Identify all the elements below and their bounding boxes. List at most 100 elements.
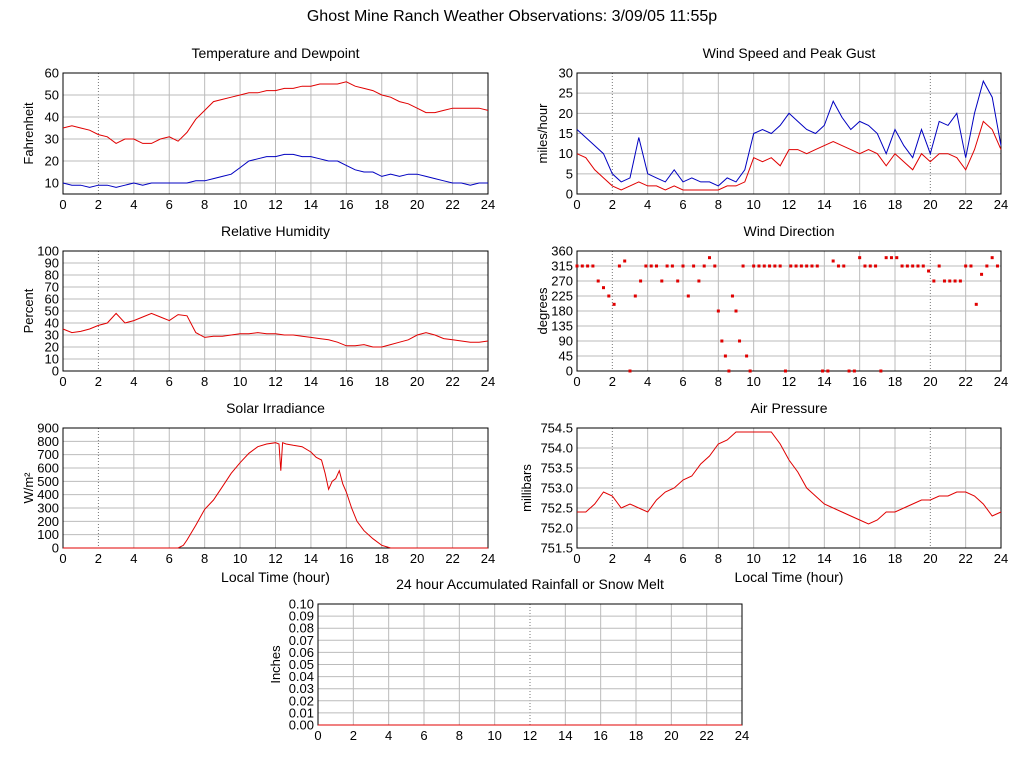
data-point — [768, 264, 772, 268]
data-point — [927, 269, 931, 273]
data-point — [727, 369, 731, 373]
x-tick-label: 8 — [201, 197, 208, 212]
data-point — [734, 309, 738, 313]
y-axis-label: Fahrenheit — [21, 102, 36, 165]
data-point — [831, 259, 835, 263]
y-tick-label: 900 — [37, 421, 59, 436]
x-tick-label: 0 — [59, 374, 66, 389]
y-axis-label: millibars — [519, 464, 534, 512]
data-point — [607, 294, 611, 298]
y-tick-label: 20 — [559, 106, 573, 121]
x-tick-label: 0 — [59, 551, 66, 566]
y-tick-label: 0.04 — [289, 669, 314, 684]
data-point — [821, 369, 825, 373]
data-point — [794, 264, 798, 268]
x-tick-label: 12 — [523, 728, 537, 743]
x-tick-label: 22 — [958, 374, 972, 389]
y-tick-label: 0.02 — [289, 693, 314, 708]
plot-frame — [62, 72, 489, 195]
x-tick-label: 0 — [314, 728, 321, 743]
data-point — [858, 256, 862, 260]
x-tick-label: 22 — [699, 728, 713, 743]
chart-title: Relative Humidity — [221, 223, 330, 239]
x-tick-label: 24 — [994, 197, 1008, 212]
data-point — [580, 264, 584, 268]
chart-title: Air Pressure — [750, 400, 827, 416]
x-tick-label: 20 — [664, 728, 678, 743]
x-tick-label: 4 — [644, 197, 651, 212]
series-line-speed — [576, 120, 1002, 191]
x-tick-label: 12 — [782, 197, 796, 212]
data-point — [789, 264, 793, 268]
x-tick-label: 24 — [994, 551, 1008, 566]
y-tick-label: 753.0 — [540, 481, 573, 496]
x-tick-label: 2 — [350, 728, 357, 743]
data-point — [575, 264, 579, 268]
x-tick-label: 2 — [95, 551, 102, 566]
y-tick-label: 800 — [37, 434, 59, 449]
x-tick-label: 22 — [958, 197, 972, 212]
y-tick-label: 0 — [566, 364, 573, 379]
y-tick-label: 100 — [37, 527, 59, 542]
x-tick-label: 16 — [852, 551, 866, 566]
x-tick-label: 2 — [609, 374, 616, 389]
data-point — [716, 309, 720, 313]
y-axis-label: W/m² — [21, 472, 36, 504]
x-tick-label: 14 — [817, 197, 831, 212]
y-tick-label: 0 — [52, 364, 59, 379]
y-tick-label: 40 — [45, 110, 59, 125]
x-tick-label: 24 — [994, 374, 1008, 389]
x-tick-label: 4 — [644, 374, 651, 389]
x-tick-label: 6 — [679, 374, 686, 389]
y-tick-label: 360 — [551, 244, 573, 259]
x-tick-label: 24 — [481, 551, 495, 566]
x-tick-label: 6 — [166, 551, 173, 566]
y-tick-label: 50 — [45, 304, 59, 319]
data-point — [692, 264, 696, 268]
y-tick-label: 10 — [45, 352, 59, 367]
data-point — [874, 264, 878, 268]
chart-direction: 0 2 4 6 8 10 12 14 16 18 20 22 240459013518022527031… — [535, 223, 1008, 389]
y-tick-label: 0.01 — [289, 705, 314, 720]
x-tick-label: 14 — [304, 551, 318, 566]
y-tick-label: 10 — [559, 146, 573, 161]
data-point — [942, 279, 946, 283]
x-tick-label: 16 — [852, 374, 866, 389]
data-point — [713, 264, 717, 268]
y-tick-label: 100 — [37, 244, 59, 259]
y-tick-label: 200 — [37, 514, 59, 529]
data-point — [974, 302, 978, 306]
data-point — [723, 354, 727, 358]
x-tick-label: 22 — [958, 551, 972, 566]
y-tick-label: 225 — [551, 289, 573, 304]
y-tick-label: 700 — [37, 447, 59, 462]
y-tick-label: 0.09 — [289, 609, 314, 624]
x-tick-label: 14 — [817, 374, 831, 389]
data-point — [980, 272, 984, 276]
chart-humidity: 0 2 4 6 8 10 12 14 16 18 20 22 240102030405060708090… — [21, 223, 495, 389]
x-tick-label: 2 — [609, 197, 616, 212]
x-tick-label: 12 — [268, 551, 282, 566]
y-tick-label: 0 — [566, 187, 573, 202]
y-tick-label: 0.07 — [289, 633, 314, 648]
y-tick-label: 754.0 — [540, 441, 573, 456]
x-tick-label: 14 — [558, 728, 572, 743]
x-tick-label: 4 — [130, 374, 137, 389]
y-tick-label: 30 — [45, 328, 59, 343]
data-point — [591, 264, 595, 268]
data-point — [649, 264, 653, 268]
data-point — [783, 369, 787, 373]
x-tick-label: 8 — [715, 374, 722, 389]
y-tick-label: 80 — [45, 268, 59, 283]
plot-frame — [576, 427, 1002, 549]
data-point — [702, 264, 706, 268]
y-axis-label: Inches — [268, 645, 283, 684]
y-tick-label: 15 — [559, 126, 573, 141]
data-point — [905, 264, 909, 268]
data-point — [596, 279, 600, 283]
y-tick-label: 752.5 — [540, 501, 573, 516]
y-tick-label: 50 — [45, 88, 59, 103]
x-tick-label: 10 — [233, 374, 247, 389]
page-title: Ghost Mine Ranch Weather Observations: 3… — [306, 8, 718, 25]
y-tick-label: 315 — [551, 259, 573, 274]
